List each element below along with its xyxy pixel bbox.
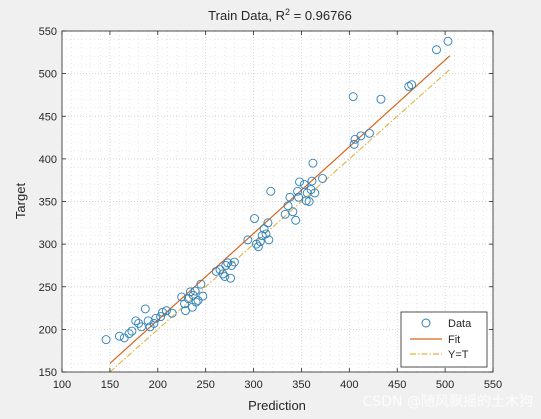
data-point	[191, 297, 201, 307]
data-point	[280, 209, 290, 219]
data-point	[196, 279, 206, 289]
data-point	[101, 335, 111, 345]
data-point	[261, 229, 271, 239]
y-axis-label: Target	[13, 183, 28, 220]
data-point	[364, 128, 374, 138]
data-point	[137, 322, 146, 332]
data-point	[140, 304, 150, 314]
y-tick-label: 400	[39, 154, 57, 166]
data-point	[250, 214, 259, 224]
data-point	[295, 177, 304, 187]
data-point	[299, 179, 309, 189]
data-point	[229, 257, 239, 267]
data-point	[167, 308, 177, 318]
legend-data-label: Data	[448, 318, 472, 330]
data-point	[131, 316, 141, 326]
data-point	[291, 215, 301, 225]
legend-identity-label: Y=T	[448, 349, 469, 361]
x-axis-label: Prediction	[248, 398, 306, 413]
x-tick-label: 150	[101, 379, 119, 391]
data-point	[115, 331, 124, 341]
data-point	[127, 326, 137, 336]
data-point	[285, 192, 295, 202]
y-tick-label: 450	[39, 111, 57, 123]
data-point	[198, 291, 208, 301]
data-point	[161, 306, 171, 316]
data-point	[432, 45, 441, 55]
data-point	[190, 286, 200, 296]
y-tick-label: 150	[39, 367, 57, 379]
data-point	[349, 139, 359, 149]
data-point	[308, 158, 318, 168]
data-point	[185, 287, 195, 297]
data-point	[255, 237, 265, 247]
x-tick-label: 200	[149, 379, 167, 391]
chart-legend: Data Fit Y=T	[400, 311, 488, 368]
x-tick-label: 500	[436, 379, 454, 391]
y-tick-label: 250	[39, 282, 57, 294]
data-point	[307, 176, 317, 186]
data-point	[443, 36, 453, 46]
data-point	[158, 307, 168, 317]
data-point	[310, 188, 320, 198]
y-tick-label: 500	[39, 69, 57, 81]
x-tick-label: 450	[388, 379, 406, 391]
chart-title-superscript: 2	[285, 7, 290, 17]
x-tick-label: 100	[53, 379, 71, 391]
chart-title-suffix: = 0.96766	[290, 8, 352, 23]
x-tick-label: 300	[244, 379, 262, 391]
legend-data-marker	[421, 318, 431, 328]
identity-line	[109, 68, 451, 373]
x-tick-label: 250	[196, 379, 214, 391]
y-tick-label: 300	[39, 239, 57, 251]
data-points	[101, 36, 453, 345]
data-point	[283, 201, 293, 211]
data-point	[257, 231, 267, 241]
x-tick-label: 550	[484, 379, 502, 391]
data-point	[124, 329, 134, 339]
data-point	[226, 273, 236, 283]
y-tick-label: 200	[39, 324, 57, 336]
data-point	[318, 174, 327, 183]
data-point	[151, 313, 161, 323]
data-point	[294, 192, 304, 202]
y-tick-label: 550	[39, 26, 57, 38]
data-point	[183, 294, 193, 304]
x-tick-label: 400	[340, 379, 358, 391]
data-point	[356, 131, 366, 141]
data-point	[134, 318, 144, 328]
watermark: CSDN @随风飘摇的土木狗	[363, 394, 533, 410]
data-point	[304, 197, 314, 206]
data-point	[404, 81, 414, 91]
data-point	[263, 218, 273, 228]
data-point	[221, 260, 231, 270]
axis-ticks: 100 150 200 250 300 350 400 450 500 5501502002503…	[39, 26, 503, 391]
y-tick-label: 350	[39, 197, 57, 209]
data-point	[143, 316, 153, 326]
data-point	[288, 207, 298, 217]
data-point	[220, 272, 230, 281]
data-point	[348, 92, 358, 102]
data-point	[264, 235, 274, 245]
data-point	[243, 235, 253, 245]
legend-fit-label: Fit	[448, 334, 460, 346]
data-point	[218, 269, 228, 279]
data-point	[293, 186, 303, 196]
data-point	[253, 242, 263, 252]
data-point	[407, 80, 417, 90]
data-point	[149, 318, 159, 328]
data-point	[376, 94, 386, 104]
chart-title: Train Data, R2 = 0.96766	[208, 7, 352, 23]
data-point	[266, 186, 276, 196]
x-tick-label: 350	[292, 379, 310, 391]
data-point	[156, 312, 166, 322]
data-point	[211, 266, 221, 276]
chart-title-prefix: Train Data, R	[208, 8, 285, 23]
data-point	[227, 260, 236, 270]
